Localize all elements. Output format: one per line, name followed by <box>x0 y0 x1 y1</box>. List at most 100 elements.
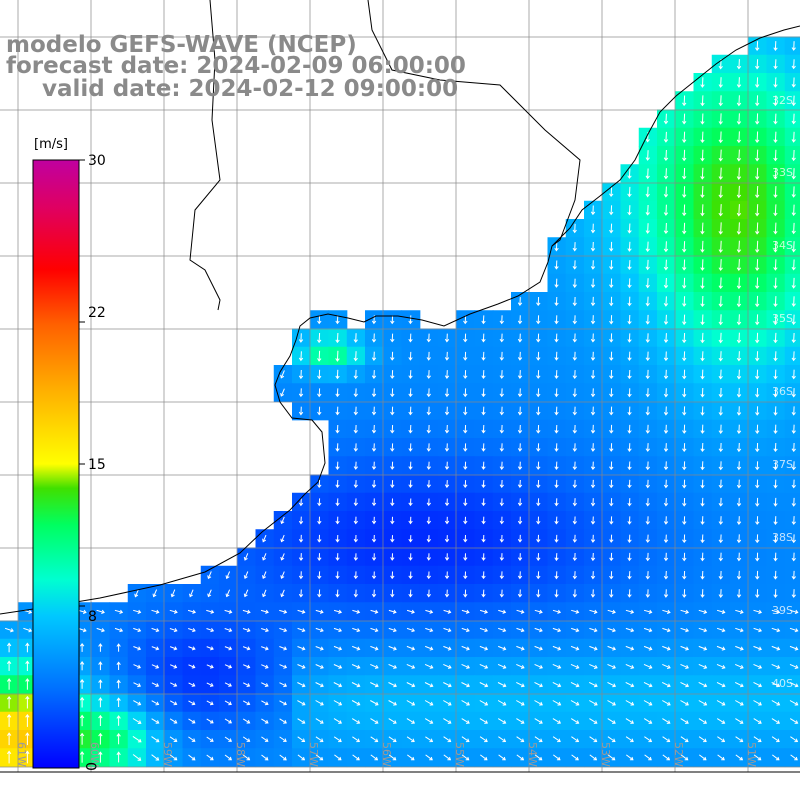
wind-arrow <box>627 516 632 525</box>
wind-arrow <box>463 480 468 489</box>
wind-arrow <box>517 315 523 325</box>
wind-arrow <box>134 589 139 598</box>
wind-arrow <box>335 443 340 452</box>
wind-arrow <box>716 663 726 669</box>
wind-arrow <box>133 646 142 651</box>
wind-arrow <box>773 149 778 162</box>
wind-arrow <box>371 461 377 470</box>
wind-arrow <box>78 627 87 633</box>
wind-arrow <box>791 259 796 271</box>
wind-arrow <box>627 443 632 452</box>
wind-arrow <box>552 700 562 706</box>
wind-arrow <box>736 59 742 70</box>
wind-speed-cell <box>784 620 800 640</box>
wind-arrow <box>663 259 669 271</box>
latitude-labels: 32S 33S 34S 35S 36S 37S 38S 39S 40S <box>772 94 793 690</box>
wind-arrow <box>590 534 596 543</box>
wind-arrow <box>609 589 614 598</box>
wind-arrow <box>755 41 760 52</box>
wind-arrow <box>497 718 507 724</box>
wind-arrow <box>753 609 763 614</box>
wind-arrow <box>570 718 580 724</box>
wind-arrow <box>572 552 577 562</box>
wind-arrow <box>262 589 267 598</box>
wind-arrow <box>390 351 395 361</box>
wind-arrow <box>682 259 687 271</box>
wind-arrow <box>716 700 726 706</box>
wind-arrow <box>662 645 671 651</box>
wind-arrow <box>463 388 468 398</box>
wind-arrow <box>169 700 178 706</box>
wind-arrow <box>116 661 121 670</box>
wind-arrow <box>333 627 343 633</box>
wind-arrow <box>645 296 650 307</box>
wind-arrow <box>261 628 269 633</box>
wind-arrow <box>755 277 760 290</box>
wind-arrow <box>371 480 377 489</box>
wind-arrow <box>645 534 650 543</box>
wind-arrow <box>753 718 762 724</box>
wind-arrow <box>297 754 306 761</box>
wind-speed-cell <box>784 419 800 439</box>
lon-label: 51W <box>745 742 758 767</box>
wind-arrow <box>625 681 635 688</box>
wind-arrow <box>351 700 361 706</box>
wind-arrow <box>463 351 468 361</box>
wind-arrow <box>335 534 340 543</box>
wind-arrow <box>517 443 523 452</box>
wind-arrow <box>609 498 614 507</box>
wind-arrow <box>25 642 30 653</box>
wind-arrow <box>424 700 434 706</box>
wind-arrow <box>188 754 196 761</box>
wind-arrow <box>224 609 233 614</box>
wind-arrow <box>663 516 669 525</box>
wind-arrow <box>755 406 760 416</box>
wind-arrow <box>335 350 340 362</box>
wind-arrow <box>170 589 176 598</box>
wind-arrow <box>534 627 543 633</box>
wind-arrow <box>516 736 525 743</box>
wind-arrow <box>662 754 671 761</box>
wind-arrow <box>590 388 596 398</box>
wind-arrow <box>682 204 687 217</box>
wind-arrow <box>444 406 450 416</box>
wind-arrow <box>335 589 340 598</box>
wind-arrow <box>682 277 687 289</box>
wind-arrow <box>662 736 671 743</box>
wind-speed-cell <box>784 511 800 530</box>
wind-arrow <box>663 552 669 562</box>
wind-arrow <box>315 682 324 688</box>
wind-arrow <box>771 627 781 633</box>
wind-arrow <box>408 571 413 580</box>
wind-arrow <box>335 369 340 380</box>
wind-arrow <box>481 498 486 507</box>
wind-arrow <box>755 479 760 489</box>
wind-arrow <box>353 461 358 470</box>
wind-arrow <box>572 370 577 380</box>
wind-arrow <box>645 223 650 234</box>
wind-arrow <box>443 718 452 724</box>
wind-arrow <box>461 663 470 669</box>
wind-arrow <box>773 59 778 70</box>
wind-arrow <box>773 41 778 51</box>
wind-arrow <box>79 642 85 652</box>
wind-speed-cell <box>784 547 800 567</box>
wind-arrow <box>444 535 450 543</box>
wind-arrow <box>773 406 778 416</box>
wind-arrow <box>791 222 796 235</box>
wind-arrow <box>736 424 742 434</box>
wind-arrow <box>627 424 632 434</box>
wind-arrow <box>791 168 796 180</box>
colorbar-tick: 8 <box>88 609 97 625</box>
wind-arrow <box>645 314 650 325</box>
wind-arrow <box>498 627 507 633</box>
wind-arrow <box>771 718 781 724</box>
wind-arrow <box>426 535 431 543</box>
wind-arrow <box>408 424 413 434</box>
wind-arrow <box>718 589 723 598</box>
wind-arrow <box>735 736 744 743</box>
wind-arrow <box>206 609 215 614</box>
wind-arrow <box>352 609 361 614</box>
wind-arrow <box>718 204 723 217</box>
wind-speed-cell <box>784 456 800 476</box>
